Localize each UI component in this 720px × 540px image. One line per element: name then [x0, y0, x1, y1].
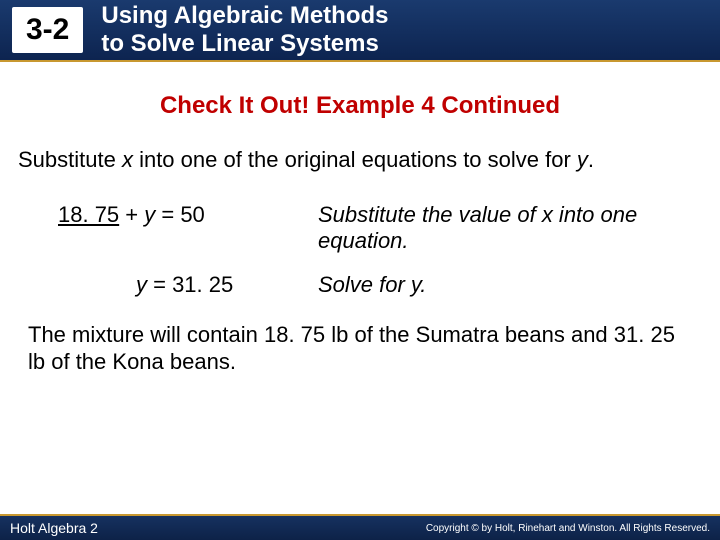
slide-footer: Holt Algebra 2 Copyright © by Holt, Rine…	[0, 514, 720, 540]
section-number-badge: 3-2	[12, 7, 83, 53]
instruction-var-x: x	[122, 147, 133, 172]
instruction-mid: into one of the original equations to so…	[133, 147, 577, 172]
instruction-post: .	[588, 147, 594, 172]
step-2-explain: Solve for y.	[318, 272, 702, 298]
step-1-plus: +	[119, 202, 144, 227]
step-1-equation: 18. 75 + y = 50	[18, 202, 318, 228]
slide-content: Check It Out! Example 4 Continued Substi…	[0, 62, 720, 376]
step-1-explain: Substitute the value of x into one equat…	[318, 202, 702, 255]
step-1-var: y	[144, 202, 155, 227]
instruction-var-y: y	[577, 147, 588, 172]
step-1-row: 18. 75 + y = 50 Substitute the value of …	[18, 202, 702, 255]
slide-header: 3-2 Using Algebraic Methods to Solve Lin…	[0, 0, 720, 62]
step-2-eq: = 31. 25	[147, 272, 233, 297]
instruction-pre: Substitute	[18, 147, 122, 172]
step-2-row: y = 31. 25 Solve for y.	[18, 272, 702, 298]
slide-title: Using Algebraic Methods to Solve Linear …	[101, 2, 388, 57]
footer-book-title: Holt Algebra 2	[10, 520, 98, 536]
step-2-var: y	[136, 272, 147, 297]
conclusion-text: The mixture will contain 18. 75 lb of th…	[18, 321, 702, 376]
step-1-eq: = 50	[155, 202, 205, 227]
title-line-2: to Solve Linear Systems	[101, 30, 378, 57]
step-1-value: 18. 75	[58, 202, 119, 227]
step-2-equation: y = 31. 25	[18, 272, 318, 298]
instruction-text: Substitute x into one of the original eq…	[18, 146, 702, 174]
footer-copyright: Copyright © by Holt, Rinehart and Winsto…	[426, 523, 710, 534]
example-subheading: Check It Out! Example 4 Continued	[18, 92, 702, 120]
title-line-1: Using Algebraic Methods	[101, 2, 388, 29]
